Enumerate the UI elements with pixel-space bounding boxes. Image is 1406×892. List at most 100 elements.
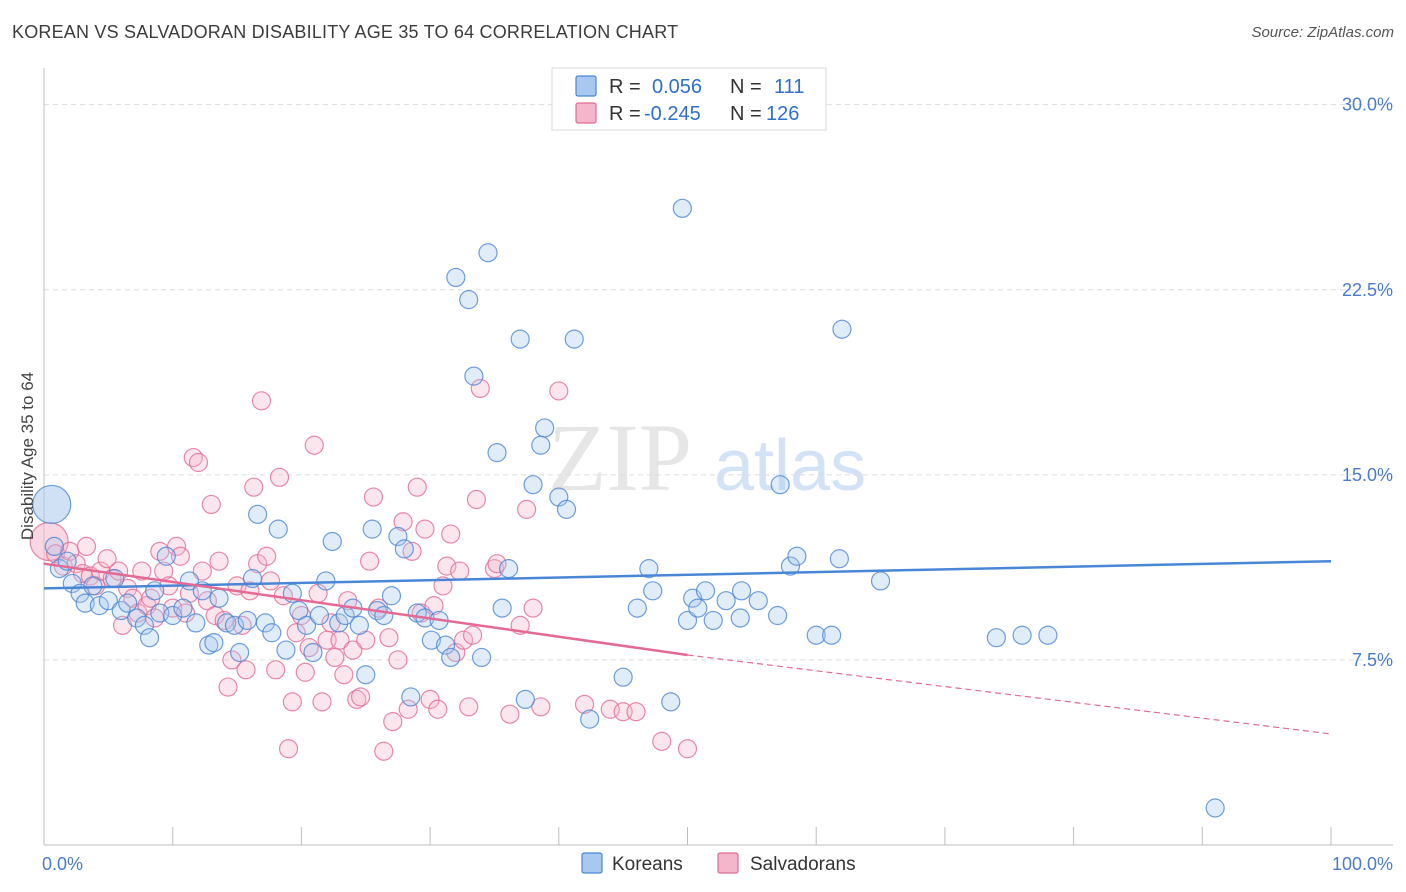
- korean-point-64: [464, 366, 484, 386]
- korean-point-77: [564, 329, 584, 349]
- salvadoran-point-53: [286, 623, 306, 643]
- salvadoran-point-90: [450, 561, 470, 581]
- salvadoran-point-86: [433, 576, 453, 596]
- korean-point-38: [289, 600, 309, 621]
- korean-point-99: [822, 625, 842, 645]
- korean-point-103: [986, 628, 1006, 648]
- salvadoran-point-52: [282, 692, 302, 712]
- korean-point-92: [731, 581, 752, 601]
- salvadoran-point-17: [132, 561, 152, 581]
- korean-point-9: [98, 591, 118, 611]
- korean-point-58: [421, 630, 441, 650]
- korean-point-16: [145, 581, 165, 601]
- salvadoran-point-85: [428, 699, 448, 719]
- korean-point-28: [224, 615, 245, 635]
- salvadoran-point-71: [363, 487, 384, 507]
- korean-point-104: [1012, 625, 1032, 645]
- salvadoran-point-45: [251, 391, 272, 411]
- legend-r-label-salvadoran: R =: [609, 103, 641, 125]
- y-tick-labels: 7.5% 15.0% 22.5% 30.0%: [1342, 95, 1393, 670]
- korean-point-35: [268, 519, 288, 539]
- korean-point-96: [780, 556, 801, 576]
- salvadoran-point-41: [236, 660, 256, 680]
- salvadoran-point-31: [192, 561, 212, 581]
- salvadoran-point-35: [209, 551, 229, 571]
- korean-point-71: [515, 689, 535, 710]
- korean-point-95: [770, 475, 790, 495]
- salvadoran-point-103: [549, 381, 569, 401]
- korean-point-81: [639, 559, 659, 579]
- korean-point-44: [329, 613, 349, 633]
- korean-point-101: [832, 319, 852, 339]
- salvadoran-point-92: [459, 697, 479, 717]
- korean-point-73: [531, 435, 551, 455]
- korean-point-100: [829, 549, 849, 569]
- korean-point-66: [478, 243, 498, 263]
- korean-point-30: [237, 610, 257, 631]
- salvadoran-point-68: [351, 687, 371, 707]
- korean-point-26: [209, 588, 229, 608]
- salvadoran-point-38: [222, 650, 242, 670]
- salvadoran-point-94: [466, 489, 487, 510]
- series-legend: Koreans Salvadorans: [581, 852, 856, 875]
- korean-point-102: [870, 571, 891, 591]
- korean-point-93: [748, 591, 768, 611]
- korean-point-12: [118, 593, 138, 613]
- axes: [43, 68, 1393, 846]
- korean-point-78: [580, 709, 600, 729]
- trend-lines: [43, 559, 1332, 735]
- bottom-swatch-salvadoran: [717, 852, 739, 874]
- salvadoran-point-14: [118, 578, 138, 598]
- salvadoran-point-43: [244, 477, 264, 497]
- korean-point-69: [499, 559, 519, 579]
- salvadoran-point-98: [500, 704, 520, 724]
- salvadoran-point-80: [407, 477, 427, 497]
- salvadoran-point-62: [325, 647, 345, 668]
- korean-trend-line: [43, 559, 1332, 590]
- korean-point-25: [204, 633, 224, 653]
- salvadoran-point-37: [218, 677, 238, 697]
- salvadoran-point-47: [260, 571, 281, 591]
- korean-point-7: [83, 576, 103, 596]
- korean-point-40: [303, 642, 323, 663]
- salvadoran-point-63: [330, 630, 350, 650]
- salvadoran-point-87: [437, 556, 457, 576]
- x-tick-label-0: 0.0%: [42, 854, 83, 874]
- salvadoran-point-30: [188, 452, 209, 473]
- y-tick-label-2: 22.5%: [1342, 280, 1393, 300]
- salvadoran-point-51: [278, 739, 299, 759]
- bottom-swatch-korean: [581, 852, 603, 874]
- salvadoran-point-104: [574, 694, 595, 714]
- korean-point-11: [111, 600, 131, 621]
- salvadoran-point-57: [304, 435, 324, 455]
- salvadoran-point-88: [441, 524, 461, 544]
- korean-point-63: [459, 290, 479, 310]
- salvadoran-trend-extension: [687, 654, 1332, 735]
- korean-point-41: [309, 605, 330, 626]
- korean-point-55: [401, 687, 421, 707]
- korean-point-60: [435, 635, 456, 655]
- salvadoran-point-6: [76, 536, 97, 557]
- salvadoran-point-49: [269, 467, 290, 487]
- watermark: ZIP atlas: [548, 404, 866, 511]
- chart-title: KOREAN VS SALVADORAN DISABILITY AGE 35 T…: [12, 22, 679, 42]
- salvadoran-point-26: [170, 546, 191, 566]
- korean-point-29: [230, 642, 250, 663]
- salvadoran-point-91: [453, 630, 474, 650]
- korean-point-79: [613, 667, 633, 687]
- korean-point-49: [362, 519, 382, 539]
- stats-legend: R = 0.056 N = 111 R = -0.245 N = 126: [551, 67, 827, 131]
- salvadoran-point-70: [360, 551, 380, 571]
- korean-point-80: [627, 598, 647, 618]
- korean-point-98: [806, 625, 826, 645]
- salvadoran-point-64: [334, 665, 354, 685]
- korean-point-54: [394, 539, 414, 559]
- korean-point-15: [139, 628, 160, 648]
- y-tick-label-0: 7.5%: [1352, 650, 1393, 670]
- korean-point-22: [186, 613, 206, 633]
- korean-point-27: [217, 613, 237, 633]
- y-tick-label-3: 30.0%: [1342, 95, 1393, 115]
- legend-swatch-korean: [575, 75, 597, 97]
- salvadoran-point-78: [398, 699, 418, 719]
